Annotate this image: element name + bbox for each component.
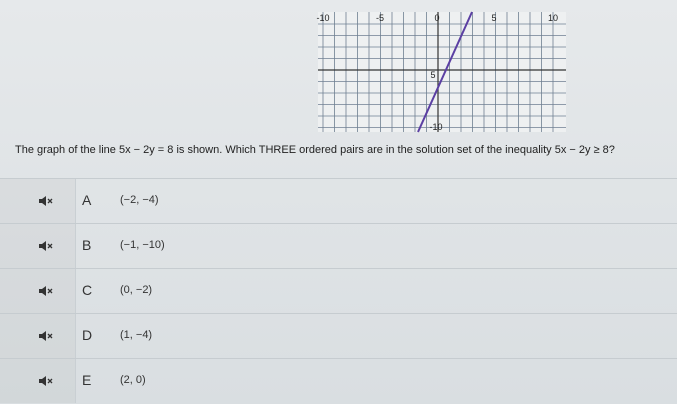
option-letter: A [82,192,92,208]
speaker-icon[interactable] [38,285,54,297]
answer-option[interactable]: D (1, −4) [0,313,677,358]
x-tick-label: 5 [491,13,496,23]
option-text: (1, −4) [120,329,153,341]
graph: -10 -5 0 5 10 5 -10 [316,11,566,133]
option-letter: D [82,327,93,343]
speaker-icon[interactable] [38,375,54,387]
speaker-icon[interactable] [38,195,54,207]
x-tick-label: 0 [434,13,439,23]
option-panel [0,359,76,403]
speaker-icon[interactable] [38,330,54,342]
answer-option[interactable]: C (0, −2) [0,268,677,313]
option-panel [0,179,76,223]
y-tick-label: -10 [429,122,442,132]
y-tick-label: 5 [430,70,435,80]
answer-option[interactable]: E (2, 0) [0,358,677,403]
option-text: (−1, −10) [120,239,165,251]
answer-option[interactable]: A (−2, −4) [0,178,677,223]
option-letter: B [82,237,92,253]
speaker-icon[interactable] [38,240,54,252]
graph-area [318,12,566,132]
x-tick-label: -10 [316,13,329,23]
option-text: (−2, −4) [120,194,159,206]
x-tick-label: -5 [376,13,384,23]
question-text: The graph of the line 5x − 2y = 8 is sho… [15,144,615,156]
option-panel [0,269,76,313]
graph-line [417,11,473,133]
option-panel [0,314,76,358]
option-letter: C [82,282,93,298]
option-panel [0,224,76,268]
option-text: (0, −2) [120,284,153,296]
answer-option[interactable]: B (−1, −10) [0,223,677,268]
option-letter: E [82,372,92,388]
option-text: (2, 0) [120,374,146,386]
x-tick-label: 10 [548,13,558,23]
